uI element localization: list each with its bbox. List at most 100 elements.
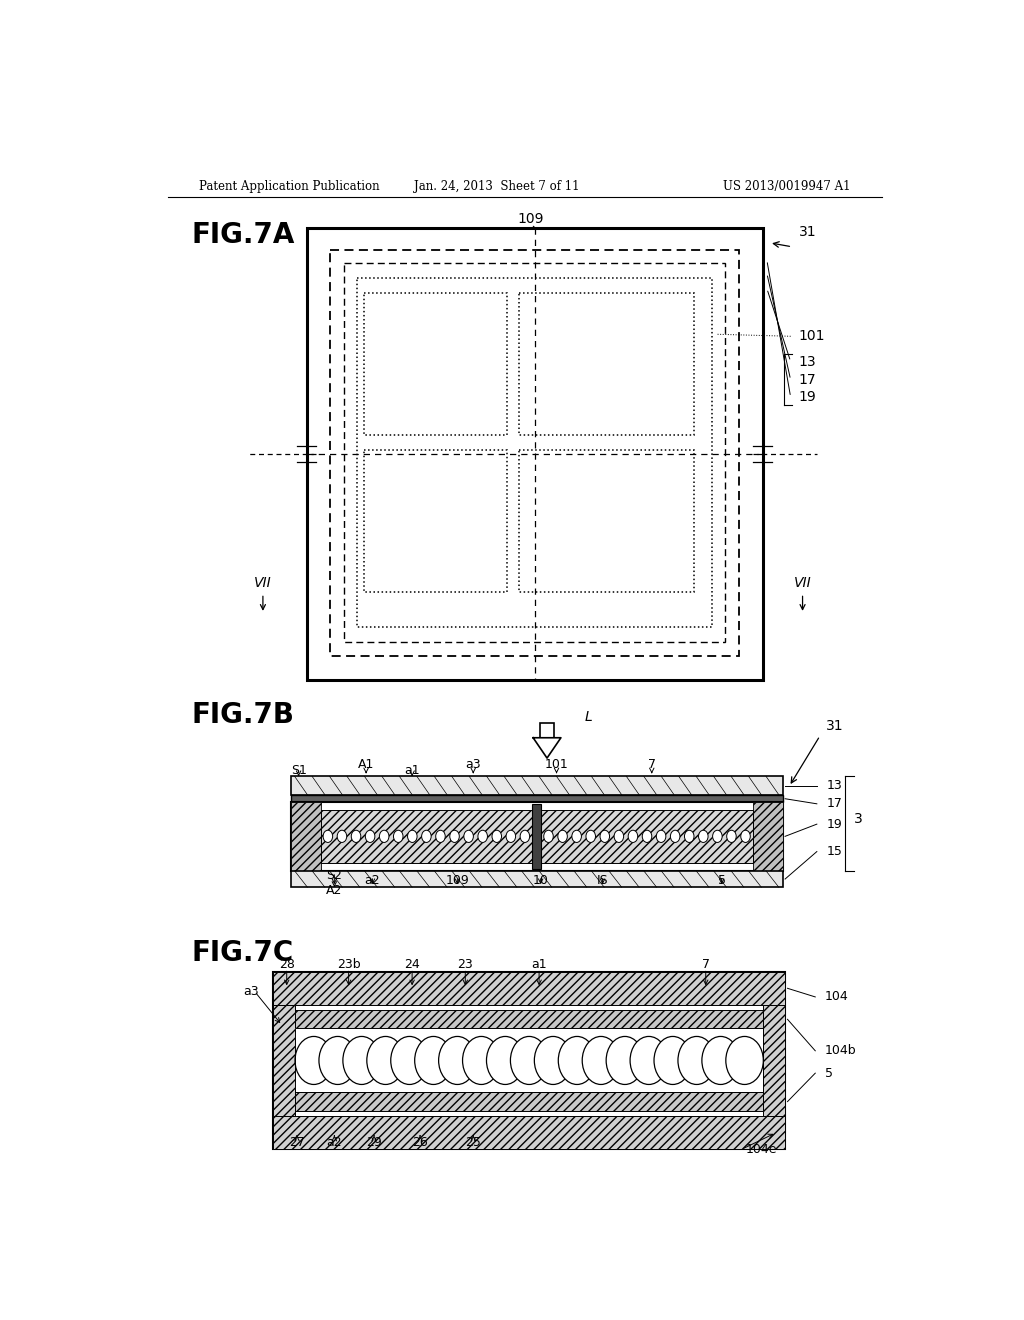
Bar [291,801,321,871]
Text: 24: 24 [404,958,420,972]
Circle shape [678,1036,716,1085]
Text: S1: S1 [291,764,306,776]
Circle shape [422,830,431,842]
Circle shape [408,830,417,842]
Bar [365,450,507,593]
Circle shape [558,1036,596,1085]
Circle shape [727,830,736,842]
Circle shape [478,830,487,842]
Text: US 2013/0019947 A1: US 2013/0019947 A1 [723,181,850,193]
Text: 5: 5 [824,1067,833,1080]
Text: 31: 31 [826,718,844,733]
Bar [273,972,785,1150]
Text: 19: 19 [826,817,842,830]
Circle shape [654,1036,691,1085]
Bar [753,801,782,871]
Bar [291,801,782,871]
Bar [291,795,782,801]
Circle shape [713,830,722,842]
Text: a1: a1 [531,958,547,972]
Circle shape [606,1036,644,1085]
Polygon shape [534,738,561,758]
Circle shape [318,1036,356,1085]
Text: 104e: 104e [745,1143,777,1156]
Text: L: L [585,710,592,725]
Circle shape [343,1036,380,1085]
Circle shape [391,1036,428,1085]
Circle shape [393,830,403,842]
Bar [296,1028,763,1093]
Text: 7: 7 [648,758,655,771]
Circle shape [656,830,666,842]
Text: 7: 7 [701,958,710,972]
Text: Jan. 24, 2013  Sheet 7 of 11: Jan. 24, 2013 Sheet 7 of 11 [415,181,580,193]
Text: 17: 17 [826,797,843,810]
Circle shape [415,1036,453,1085]
Circle shape [698,830,708,842]
Text: a3: a3 [465,758,481,771]
Text: 109: 109 [518,213,545,227]
Text: a3: a3 [243,985,259,998]
Circle shape [450,830,460,842]
Text: 104b: 104b [824,1044,856,1057]
Circle shape [351,830,360,842]
Circle shape [726,1036,763,1085]
Text: 28: 28 [279,958,295,972]
Text: VII: VII [794,577,811,590]
Bar [273,1005,296,1115]
Circle shape [583,1036,620,1085]
Text: Patent Application Publication: Patent Application Publication [200,181,380,193]
Text: 31: 31 [799,224,816,239]
Text: 3: 3 [854,812,863,826]
Text: 29: 29 [367,1135,382,1148]
Text: FIG.7C: FIG.7C [191,940,294,968]
Circle shape [366,830,375,842]
Text: 25: 25 [465,1135,481,1148]
Circle shape [486,1036,524,1085]
Bar [296,1028,763,1093]
Circle shape [586,830,596,842]
Text: VII: VII [254,577,271,590]
Circle shape [380,830,389,842]
Bar [321,810,531,863]
Text: 109: 109 [445,874,469,887]
Bar [344,263,725,643]
Circle shape [438,1036,476,1085]
Circle shape [614,830,624,842]
Text: a1: a1 [404,764,420,776]
Text: 10: 10 [532,874,549,887]
Bar [273,1115,785,1150]
Bar [306,227,763,680]
Circle shape [295,1036,333,1085]
Text: A2: A2 [327,883,342,896]
Text: 27: 27 [289,1135,305,1148]
Circle shape [506,830,516,842]
Circle shape [367,1036,404,1085]
Text: 23: 23 [458,958,473,972]
Circle shape [701,1036,739,1085]
Bar [356,279,712,627]
Text: 104: 104 [824,990,849,1003]
Bar [296,1010,763,1028]
Text: 5: 5 [718,874,726,887]
Text: 17: 17 [799,374,816,387]
Text: S2: S2 [327,870,342,883]
Circle shape [628,830,638,842]
Bar [542,810,753,863]
Bar [763,1005,785,1115]
Text: 26: 26 [413,1135,428,1148]
Text: FIG.7A: FIG.7A [191,220,295,248]
Text: 19: 19 [799,391,816,404]
Circle shape [684,830,694,842]
Circle shape [558,830,567,842]
Text: 13: 13 [799,355,816,368]
Bar [365,293,507,434]
Circle shape [463,1036,500,1085]
Bar [540,722,554,738]
Text: a2: a2 [327,1135,342,1148]
Text: A1: A1 [358,758,374,771]
Text: 23b: 23b [337,958,360,972]
Circle shape [337,830,347,842]
Bar [273,972,785,1005]
Text: 101: 101 [545,758,568,771]
